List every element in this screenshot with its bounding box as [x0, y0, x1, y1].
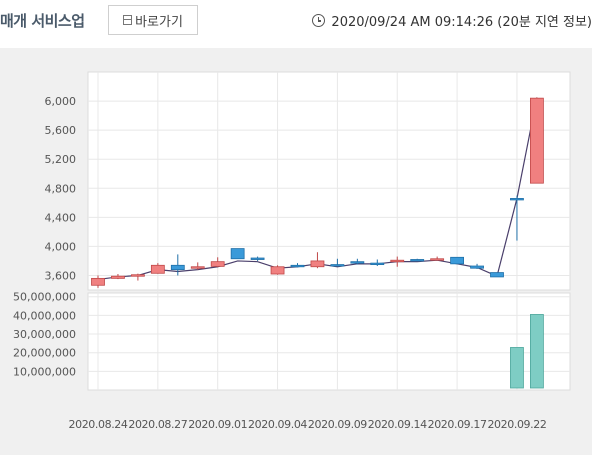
- candle-body: [150, 264, 165, 274]
- candle-body: [111, 275, 125, 279]
- candle: [310, 252, 325, 269]
- volume-tick-label: 10,000,000: [13, 365, 76, 378]
- candle: [290, 263, 305, 268]
- candle-body: [330, 264, 345, 267]
- candle-body: [250, 257, 265, 260]
- candle: [410, 258, 425, 262]
- candle: [210, 257, 225, 268]
- x-tick-label: 2020.09.14: [368, 418, 427, 431]
- volume-tick-label: 50,000,000: [13, 291, 76, 304]
- volume-tick-label: 30,000,000: [13, 328, 76, 341]
- x-tick-label: 2020.09.22: [487, 418, 546, 431]
- candle: [470, 263, 484, 269]
- candle-body: [270, 266, 285, 275]
- page-title: 매개 서비스업: [0, 12, 85, 30]
- price-tick-label: 5,600: [45, 124, 77, 137]
- x-tick-label: 2020.09.01: [188, 418, 247, 431]
- candle-body: [350, 261, 365, 264]
- volume-bar: [530, 314, 544, 389]
- candle-body: [430, 258, 445, 261]
- candle: [490, 272, 504, 278]
- candle: [510, 195, 524, 241]
- candle: [450, 256, 465, 265]
- candle-body: [390, 259, 405, 263]
- candle-body: [530, 97, 544, 184]
- candle: [330, 258, 345, 267]
- x-tick-label: 2020.08.24: [69, 418, 128, 431]
- candle: [530, 97, 544, 184]
- volume-bar: [510, 347, 524, 389]
- candle-body: [170, 264, 185, 271]
- candle: [350, 258, 365, 265]
- candle-body: [190, 266, 205, 269]
- candle-body: [310, 260, 325, 268]
- shortcut-button[interactable]: 바로가기: [108, 5, 198, 35]
- candle: [150, 263, 165, 274]
- candle: [91, 275, 105, 288]
- price-tick-label: 4,000: [45, 240, 77, 253]
- x-tick-label: 2020.09.09: [308, 418, 367, 431]
- candle: [370, 259, 385, 267]
- price-tick-label: 4,400: [45, 211, 77, 224]
- price-tick-label: 4,800: [45, 182, 77, 195]
- price-tick-label: 5,200: [45, 153, 77, 166]
- candle-body: [490, 272, 504, 278]
- candle: [170, 254, 185, 276]
- candle-body: [370, 262, 385, 266]
- candle: [111, 274, 125, 280]
- candle: [190, 262, 205, 270]
- candle: [130, 273, 145, 281]
- timestamp-text: 2020/09/24 AM 09:14:26 (20분 지연 정보): [331, 15, 592, 30]
- candle: [430, 256, 445, 261]
- price-tick-label: 3,600: [45, 269, 77, 282]
- candle: [270, 265, 285, 275]
- candle-body: [130, 274, 145, 277]
- header: 매개 서비스업 바로가기 2020/09/24 AM 09:14:26 (20분…: [0, 0, 600, 44]
- timestamp: 2020/09/24 AM 09:14:26 (20분 지연 정보): [312, 11, 592, 30]
- candle-body: [290, 264, 305, 268]
- candle-body: [210, 261, 225, 267]
- candle: [250, 256, 265, 261]
- clock-icon: [312, 14, 326, 27]
- candle-body: [510, 198, 524, 201]
- volume-pane: [87, 292, 571, 391]
- shortcut-label: 바로가기: [135, 14, 183, 30]
- volume-tick-label: 40,000,000: [13, 309, 76, 322]
- x-tick-label: 2020.09.04: [248, 418, 307, 431]
- candle-body: [91, 277, 105, 286]
- chart-panel: 3,600 4,000 4,400 4,800 5,200 5,600 6,000 10,0…: [0, 48, 592, 455]
- price-tick-label: 6,000: [45, 95, 77, 108]
- candle: [390, 256, 405, 267]
- candle-body: [450, 256, 465, 265]
- candle-body: [470, 265, 484, 269]
- window-icon: [123, 15, 133, 25]
- candle-body: [230, 248, 245, 260]
- volume-tick-label: 20,000,000: [13, 347, 76, 360]
- x-tick-label: 2020.08.27: [128, 418, 187, 431]
- stock-chart: 3,600 4,000 4,400 4,800 5,200 5,600 6,000 10,0…: [13, 71, 571, 431]
- candle-body: [410, 259, 425, 262]
- x-tick-label: 2020.09.17: [428, 418, 487, 431]
- candle: [230, 248, 245, 260]
- price-pane: [87, 71, 571, 291]
